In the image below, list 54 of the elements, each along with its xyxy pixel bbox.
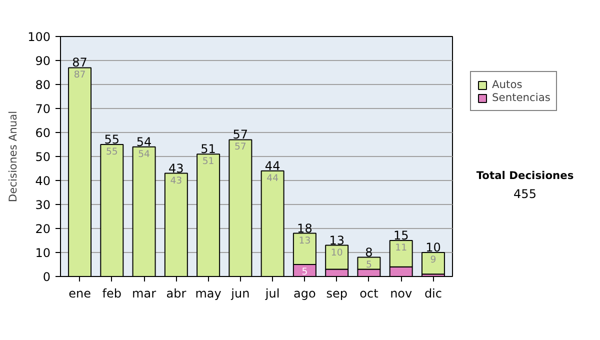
data-label: 5 <box>302 266 308 278</box>
data-label: 43 <box>170 175 182 186</box>
y-tick-label: 30 <box>35 198 51 212</box>
total-label: 54 <box>136 134 152 149</box>
data-label: 5 <box>366 259 372 270</box>
bar <box>421 252 445 275</box>
total-label: 10 <box>426 240 441 254</box>
x-tick-label: ene <box>68 286 91 300</box>
data-label: 51 <box>202 156 214 168</box>
x-tick-label: oct <box>360 286 379 300</box>
y-tick-label: 70 <box>35 102 51 116</box>
x-tick-label: feb <box>102 286 122 300</box>
data-label: 54 <box>138 148 150 160</box>
legend-label: Autos <box>492 78 522 91</box>
x-tick-label: jun <box>230 286 250 300</box>
y-tick-label: 20 <box>35 222 51 236</box>
total-label: 43 <box>168 161 184 176</box>
data-label: 87 <box>74 70 86 81</box>
data-label: 10 <box>330 247 343 258</box>
total-label: 55 <box>104 132 120 146</box>
y-tick-label: 10 <box>35 246 51 260</box>
y-tick-label: 40 <box>35 174 51 188</box>
x-tick-label: sep <box>326 286 348 300</box>
data-label: 9 <box>430 254 436 266</box>
total-label: 57 <box>232 128 248 142</box>
y-tick-label: 80 <box>35 78 51 92</box>
text: Total Decisiones <box>476 169 574 182</box>
total-label: 13 <box>329 233 344 248</box>
x-tick-label: abr <box>166 286 186 300</box>
x-tick-label: mar <box>132 286 156 300</box>
y-tick-label: 60 <box>35 126 51 140</box>
y-tick-label: 100 <box>28 30 50 44</box>
legend-label: Sentencias <box>492 91 550 104</box>
x-tick-label: dic <box>424 286 442 300</box>
y-tick-label: 90 <box>35 54 51 68</box>
total-label: 8 <box>365 245 373 260</box>
text: 455 <box>514 186 536 201</box>
data-label: 55 <box>106 146 118 158</box>
x-tick-label: jul <box>264 286 280 300</box>
total-label: 44 <box>264 158 280 173</box>
data-label: 44 <box>266 172 279 184</box>
data-label: 13 <box>298 235 311 246</box>
x-tick-label: nov <box>390 286 412 300</box>
total-label: 87 <box>72 56 88 70</box>
data-label: 11 <box>395 242 408 254</box>
data-label: 57 <box>234 142 246 153</box>
total-label: 15 <box>393 228 409 242</box>
y-axis-title: Decisiones Anual <box>6 110 20 202</box>
y-tick-label: 0 <box>42 270 51 284</box>
total-label: 18 <box>297 221 312 236</box>
y-tick-label: 50 <box>35 150 51 164</box>
x-tick-label: may <box>195 286 222 300</box>
total-label: 51 <box>200 142 216 156</box>
x-tick-label: ago <box>294 286 316 300</box>
